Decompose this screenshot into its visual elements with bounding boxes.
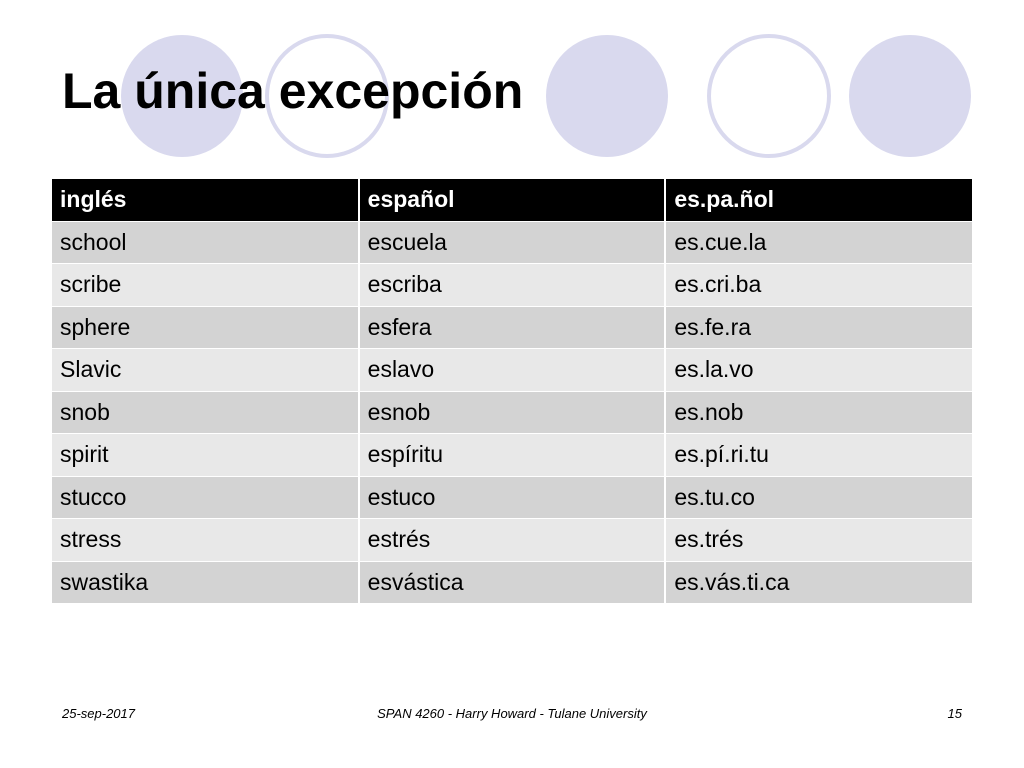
table-row: scribe escriba es.cri.ba [52,263,972,307]
footer-date: 25-sep-2017 [62,706,135,721]
cell-spanish: esfera [358,306,667,349]
table-row: sphere esfera es.fe.ra [52,306,972,349]
header-english: inglés [52,179,360,222]
cell-english: Slavic [52,348,360,392]
cell-spanish: estuco [358,476,667,519]
footer-course: SPAN 4260 - Harry Howard - Tulane Univer… [377,706,647,721]
cell-english: scribe [52,263,360,307]
table-row: school escuela es.cue.la [52,221,972,264]
cell-spanish: escriba [358,263,667,307]
table-row: spirit espíritu es.pí.ri.tu [52,433,972,477]
cell-syllabified: es.cri.ba [665,263,972,307]
slide-title: La única excepción [62,63,524,119]
outline-circle-1 [265,34,389,158]
cell-syllabified: es.cue.la [665,221,972,264]
header-syllabified: es.pa.ñol [665,179,972,222]
cell-syllabified: es.tu.co [665,476,972,519]
cell-spanish: esvástica [358,561,667,604]
header-spanish: español [358,179,667,222]
cell-syllabified: es.nob [665,391,972,434]
filled-circle-2 [546,35,668,157]
filled-circle-3 [849,35,971,157]
cell-english: stucco [52,476,360,519]
cell-english: spirit [52,433,360,477]
outline-circle-2 [707,34,831,158]
table-row: Slavic eslavo es.la.vo [52,348,972,392]
cell-english: snob [52,391,360,434]
table-row: snob esnob es.nob [52,391,972,434]
table-row: stucco estuco es.tu.co [52,476,972,519]
vocabulary-table: inglés español es.pa.ñol school escuela … [52,179,972,604]
cell-english: school [52,221,360,264]
table-header-row: inglés español es.pa.ñol [52,179,972,222]
filled-circle-1 [121,35,243,157]
cell-syllabified: es.la.vo [665,348,972,392]
cell-english: stress [52,518,360,562]
cell-english: swastika [52,561,360,604]
footer-page-number: 15 [947,706,962,721]
cell-syllabified: es.pí.ri.tu [665,433,972,477]
cell-spanish: esnob [358,391,667,434]
cell-english: sphere [52,306,360,349]
table-row: stress estrés es.trés [52,518,972,562]
table-row: swastika esvástica es.vás.ti.ca [52,561,972,604]
cell-spanish: estrés [358,518,667,562]
cell-spanish: escuela [358,221,667,264]
cell-spanish: espíritu [358,433,667,477]
cell-syllabified: es.trés [665,518,972,562]
cell-syllabified: es.fe.ra [665,306,972,349]
decorative-circles [121,34,971,158]
cell-syllabified: es.vás.ti.ca [665,561,972,604]
cell-spanish: eslavo [358,348,667,392]
